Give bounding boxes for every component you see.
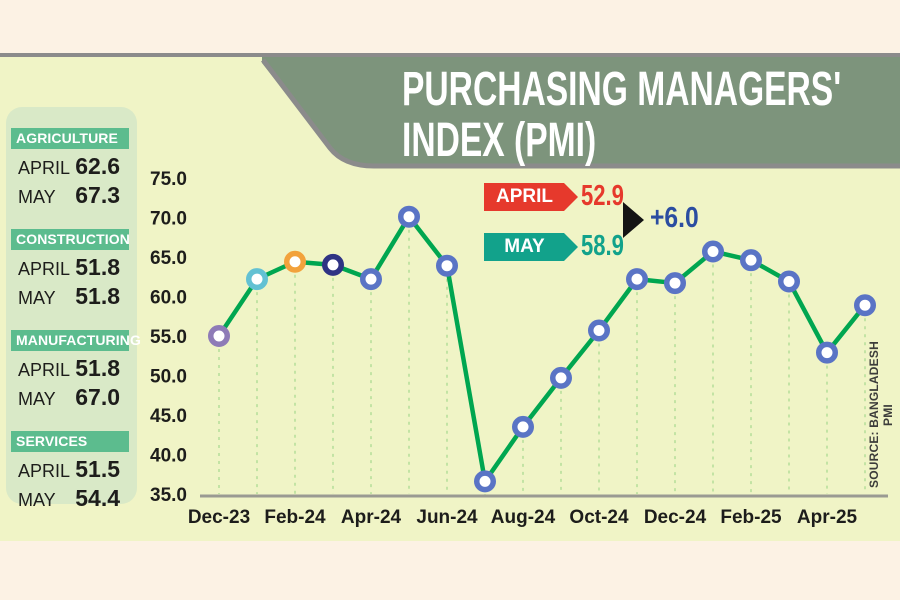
delta-arrow-icon xyxy=(623,202,644,238)
section-title: SERVICES xyxy=(11,431,129,452)
page-title-line1: PURCHASING MANAGERS' xyxy=(402,63,842,116)
stat-row: APRIL 51.5 xyxy=(18,456,120,484)
stat-row: MAY 51.8 xyxy=(18,283,120,311)
stat-row: MAY 67.3 xyxy=(18,182,120,210)
stat-row: MAY 54.4 xyxy=(18,485,120,513)
stat-value: 54.4 xyxy=(75,485,120,511)
header-band xyxy=(261,57,900,169)
may-banner: MAY xyxy=(484,233,578,261)
may-banner-label: MAY xyxy=(504,236,545,257)
stat-row: APRIL 51.8 xyxy=(18,355,120,383)
stat-value: 51.8 xyxy=(75,355,120,381)
section-construction: CONSTRUCTION APRIL 51.8 MAY 51.8 xyxy=(6,229,137,311)
page-title: PURCHASING MANAGERS' INDEX (PMI) xyxy=(402,63,842,167)
delta-value: +6.0 xyxy=(650,202,699,234)
stat-label: MAY xyxy=(18,490,56,510)
stat-row: APRIL 62.6 xyxy=(18,153,120,181)
stat-label: MAY xyxy=(18,187,56,207)
header-band-shape xyxy=(262,57,900,166)
sector-summary-panel: AGRICULTURE APRIL 62.6 MAY 67.3 CONSTRUC… xyxy=(6,107,141,511)
stat-value: 67.0 xyxy=(75,384,120,410)
april-value: 52.9 xyxy=(581,180,624,212)
stat-value: 67.3 xyxy=(75,182,120,208)
may-value: 58.9 xyxy=(581,230,624,262)
section-agriculture: AGRICULTURE APRIL 62.6 MAY 67.3 xyxy=(6,128,137,210)
top-divider-rule xyxy=(0,53,900,57)
stat-label: MAY xyxy=(18,288,56,308)
stat-label: APRIL xyxy=(18,461,71,481)
stat-value: 51.8 xyxy=(75,283,120,309)
stat-label: APRIL xyxy=(18,259,71,279)
stat-value: 51.5 xyxy=(75,456,120,482)
stat-row: MAY 67.0 xyxy=(18,384,120,412)
stat-row: APRIL 51.8 xyxy=(18,254,120,282)
section-title: CONSTRUCTION xyxy=(11,229,130,250)
source-note: SOURCE: BANGLADESH PMI xyxy=(867,341,895,489)
section-manufacturing: MANUFACTURING APRIL 51.8 MAY 67.0 xyxy=(6,330,141,412)
stat-label: MAY xyxy=(18,389,56,409)
section-title: MANUFACTURING xyxy=(11,330,141,351)
april-banner-label: APRIL xyxy=(496,186,553,207)
april-banner: APRIL xyxy=(484,183,578,211)
section-title: AGRICULTURE xyxy=(11,128,129,149)
stat-label: APRIL xyxy=(18,158,71,178)
page-title-line2: INDEX (PMI) xyxy=(402,114,597,167)
stat-label: APRIL xyxy=(18,360,71,380)
stat-value: 62.6 xyxy=(75,153,120,179)
stat-value: 51.8 xyxy=(75,254,120,280)
section-services: SERVICES APRIL 51.5 MAY 54.4 xyxy=(6,431,137,513)
header-band-border xyxy=(261,58,900,169)
